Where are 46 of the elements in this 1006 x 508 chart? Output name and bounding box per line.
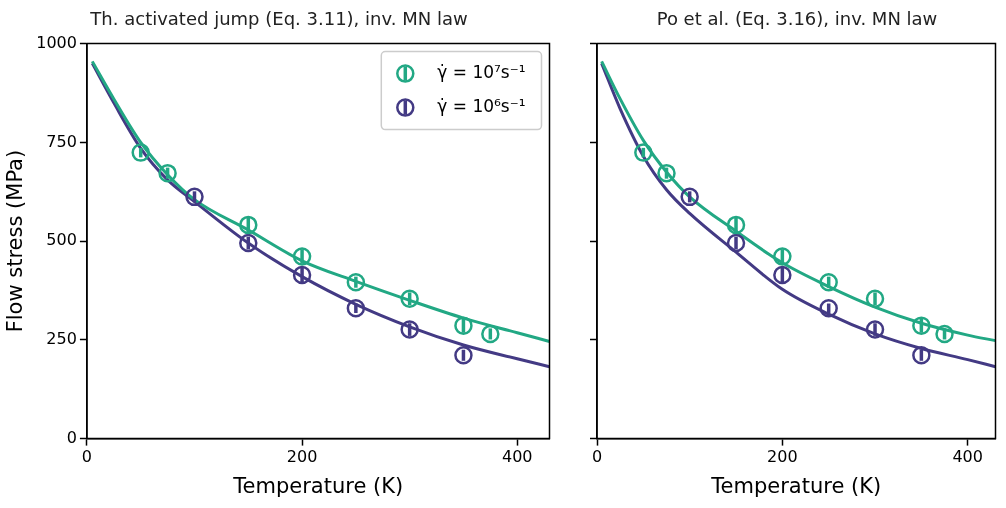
y-tick-label: 500 xyxy=(46,230,77,250)
y-tick-label: 250 xyxy=(46,329,77,349)
point xyxy=(292,265,312,285)
point xyxy=(680,187,699,207)
point xyxy=(454,316,473,335)
chart-title: Th. activated jump (Eq. 3.11), inv. MN law xyxy=(89,8,468,30)
point xyxy=(935,324,954,344)
x-tick-label: 200 xyxy=(286,447,318,467)
legend-label: γ̇ = 10⁷s⁻¹ xyxy=(437,62,526,83)
legend-label: γ̇ = 10⁶s⁻¹ xyxy=(437,96,526,117)
point xyxy=(131,143,150,162)
y-tick-label: 0 xyxy=(66,427,77,447)
x-axis-title: Temperature (K) xyxy=(232,473,404,498)
point xyxy=(239,215,258,235)
point xyxy=(819,272,838,292)
x-axis-title: Temperature (K) xyxy=(710,473,882,498)
point xyxy=(726,215,746,235)
point xyxy=(634,143,653,162)
point xyxy=(400,320,419,339)
x-tick-label: 0 xyxy=(591,447,603,467)
x-tick-label: 0 xyxy=(81,447,93,467)
point xyxy=(657,163,676,183)
point xyxy=(158,163,177,183)
x-tick-label: 200 xyxy=(767,447,798,467)
point xyxy=(481,324,500,344)
point xyxy=(239,233,258,253)
point xyxy=(819,299,838,318)
chart-title: Po et al. (Eq. 3.16), inv. MN law xyxy=(656,8,938,30)
y-axis-title: Flow stress (MPa) xyxy=(3,149,28,333)
point xyxy=(185,187,204,207)
point xyxy=(400,289,419,309)
point xyxy=(726,233,746,253)
point xyxy=(865,289,885,309)
x-tick-label: 400 xyxy=(952,447,983,467)
point xyxy=(292,247,312,266)
point xyxy=(912,346,931,365)
point xyxy=(912,316,931,335)
point xyxy=(346,272,366,292)
y-tick-label: 750 xyxy=(46,131,77,151)
x-tick-label: 400 xyxy=(501,447,533,467)
point xyxy=(454,346,473,365)
point xyxy=(773,247,792,266)
y-tick-label: 1000 xyxy=(36,32,77,52)
point xyxy=(865,320,885,339)
point xyxy=(773,265,792,285)
point xyxy=(346,299,366,318)
